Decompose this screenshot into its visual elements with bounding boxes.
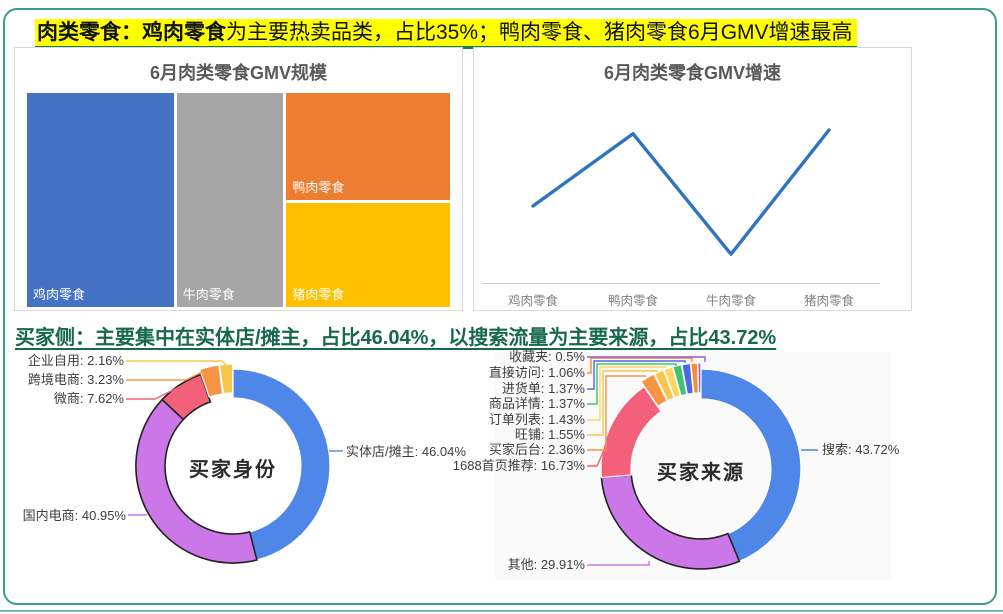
treemap-right-column: 鸭肉零食 猪肉零食 [286,93,450,307]
treemap-cell-label: 猪肉零食 [292,287,345,302]
treemap-cell-duck[interactable]: 鸭肉零食 [286,93,450,200]
treemap-cell-pork[interactable]: 猪肉零食 [286,203,450,307]
donut-slice-label: 实体店/摊主: 46.04% [346,444,466,459]
x-axis-line [482,283,880,284]
donut-slice[interactable] [697,362,702,394]
headline-category-summary: 肉类零食：鸡肉零食为主要热卖品类，占比35%；鸭肉零食、猪肉零食6月GMV增速最… [35,19,857,49]
treemap-cell-beef[interactable]: 牛肉零食 [176,93,284,307]
donut-slice[interactable] [232,368,331,561]
bottom-accent-line [0,610,1003,612]
headline-category-bold: 肉类零食：鸡肉零食 [37,21,226,44]
buyer-source-center-label: 买家来源 [657,462,745,484]
line-chart-title: 6月肉类零食GMV增速 [603,63,781,83]
donut-slice-label: 微商: 7.62% [53,391,124,406]
donut-slice-label: 企业自用: 2.16% [27,353,124,368]
gmv-scale-card: 6月肉类零食GMV规模 鸡肉零食 牛肉零食 鸭肉零食 猪肉零食 [14,47,463,311]
x-tick-label: 猪肉零食 [803,294,855,308]
gmv-growth-line-chart [531,128,831,256]
headline-buyer-summary: 买家侧：主要集中在实体店/摊主，占比46.04%，以搜索流量为主要来源，占比43… [15,327,777,349]
treemap-cell-chicken[interactable]: 鸡肉零食 [27,93,174,307]
donut-slice-label: 国内电商: 40.95% [22,508,126,523]
gmv-growth-card: 6月肉类零食GMV增速 鸡肉零食 鸭肉零食 牛肉零食 猪肉零食 [473,47,912,311]
treemap-title: 6月肉类零食GMV规模 [149,63,327,83]
x-tick-label: 鸡肉零食 [507,294,559,308]
headline-category-rest: 为主要热卖品类，占比35%；鸭肉零食、猪肉零食6月GMV增速最高 [226,21,853,44]
buyer-identity-center-label: 买家身份 [189,459,277,481]
x-tick-label: 鸭肉零食 [607,294,659,308]
x-tick-label: 牛肉零食 [705,294,757,308]
treemap-cell-label: 牛肉零食 [182,287,235,302]
leader-line [126,360,227,366]
donut-slice[interactable] [135,398,258,564]
donut-slice-label: 跨境电商: 3.23% [27,372,124,387]
gmv-growth-series [531,128,831,256]
treemap-cell-label: 鸭肉零食 [292,180,345,195]
donut-slice[interactable] [700,368,802,563]
gmv-treemap: 鸡肉零食 牛肉零食 鸭肉零食 猪肉零食 [27,93,450,307]
treemap-cell-label: 鸡肉零食 [33,287,86,302]
